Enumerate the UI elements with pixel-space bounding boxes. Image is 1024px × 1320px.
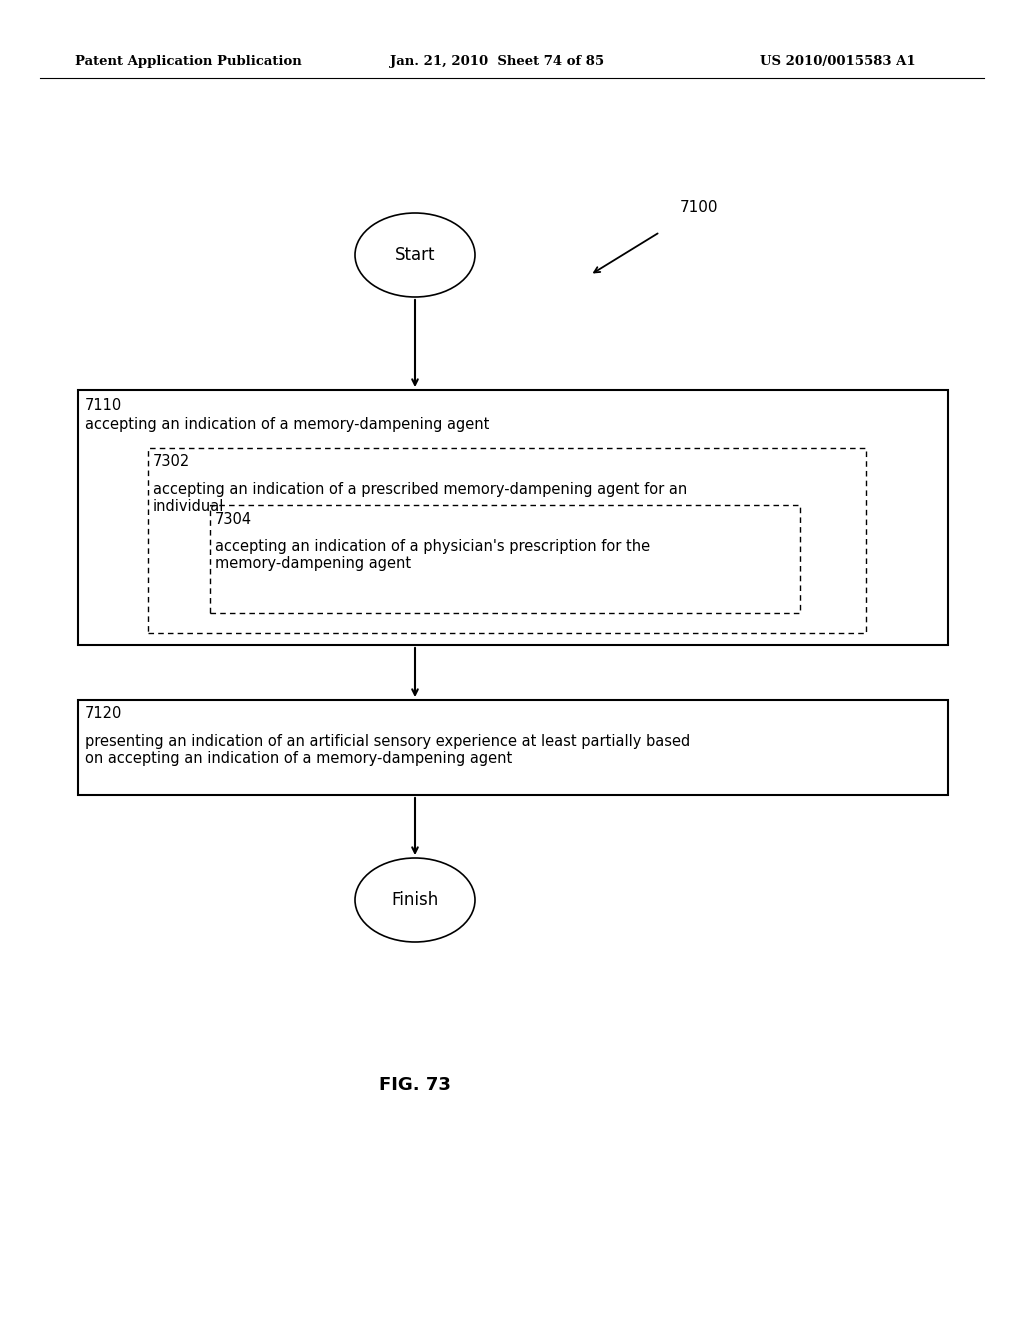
Text: 7100: 7100: [680, 201, 719, 215]
Text: accepting an indication of a memory-dampening agent: accepting an indication of a memory-damp…: [85, 417, 489, 433]
Text: 7110: 7110: [85, 397, 122, 412]
Text: presenting an indication of an artificial sensory experience at least partially : presenting an indication of an artificia…: [85, 734, 690, 767]
Text: US 2010/0015583 A1: US 2010/0015583 A1: [760, 55, 915, 69]
Text: accepting an indication of a prescribed memory-dampening agent for an
individual: accepting an indication of a prescribed …: [153, 482, 687, 515]
Bar: [148, 447, 866, 634]
Text: FIG. 73: FIG. 73: [379, 1076, 451, 1094]
Bar: [210, 506, 800, 612]
Text: 7304: 7304: [215, 511, 252, 527]
Bar: [78, 700, 948, 795]
Text: Finish: Finish: [391, 891, 438, 909]
Text: 7120: 7120: [85, 706, 123, 722]
Text: 7302: 7302: [153, 454, 190, 470]
Text: Patent Application Publication: Patent Application Publication: [75, 55, 302, 69]
Bar: [78, 389, 948, 645]
Ellipse shape: [355, 858, 475, 942]
Text: Start: Start: [394, 246, 435, 264]
Ellipse shape: [355, 213, 475, 297]
Text: Jan. 21, 2010  Sheet 74 of 85: Jan. 21, 2010 Sheet 74 of 85: [390, 55, 604, 69]
Text: accepting an indication of a physician's prescription for the
memory-dampening a: accepting an indication of a physician's…: [215, 539, 650, 572]
